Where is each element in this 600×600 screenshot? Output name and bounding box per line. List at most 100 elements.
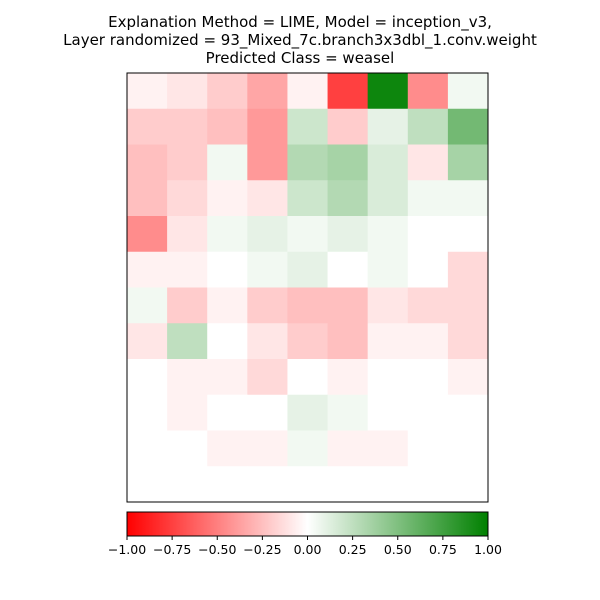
heatmap-cell (447, 73, 489, 110)
heatmap-cell (127, 323, 168, 360)
heatmap-cell (127, 144, 168, 181)
heatmap-cell (407, 287, 449, 324)
heatmap-cell (247, 73, 288, 110)
heatmap-cell (207, 394, 248, 431)
heatmap-cell (407, 216, 449, 253)
heatmap-cell (407, 466, 449, 503)
chart-title-line-1: Explanation Method = LIME, Model = incep… (108, 13, 492, 31)
heatmap-cell (407, 359, 449, 396)
heatmap-cell (367, 144, 409, 181)
colorbar-tick-label: 0.75 (429, 542, 457, 557)
heatmap-cell (287, 216, 329, 253)
heatmap-cell (447, 180, 489, 217)
heatmap-cell (127, 73, 168, 110)
heatmap-cell (447, 466, 489, 503)
heatmap-cell (287, 108, 329, 145)
heatmap-cell (167, 394, 208, 431)
heatmap-cell (447, 216, 489, 253)
heatmap-cell (407, 394, 449, 431)
heatmap-cell (367, 108, 409, 145)
heatmap-cell (327, 216, 369, 253)
heatmap-cell (287, 394, 329, 431)
heatmap-cell (407, 108, 449, 145)
heatmap-cell (407, 180, 449, 217)
heatmap-cell (207, 466, 248, 503)
heatmap-cell (327, 251, 369, 288)
heatmap-cell (247, 430, 288, 467)
heatmap-cell (247, 251, 288, 288)
heatmap-cell (247, 216, 288, 253)
heatmap-cell (247, 287, 288, 324)
heatmap-cell (447, 323, 489, 360)
colorbar-tick-label: −0.50 (198, 542, 236, 557)
heatmap-cell (327, 466, 369, 503)
heatmap-cell (447, 394, 489, 431)
heatmap-cell (287, 287, 329, 324)
heatmap-cell (327, 180, 369, 217)
heatmap-cell (207, 216, 248, 253)
heatmap-cell (367, 287, 409, 324)
heatmap-cell (367, 394, 409, 431)
heatmap-cell (367, 180, 409, 217)
heatmap-cell (447, 287, 489, 324)
heatmap-cell (127, 287, 168, 324)
chart-title-line-2: Layer randomized = 93_Mixed_7c.branch3x3… (63, 31, 537, 49)
heatmap-cell (127, 216, 168, 253)
heatmap-cell (367, 323, 409, 360)
heatmap-cell (127, 394, 168, 431)
heatmap-cell (287, 430, 329, 467)
heatmap-cell (447, 359, 489, 396)
colorbar-tick-label: 0.00 (294, 542, 322, 557)
heatmap-cell (407, 251, 449, 288)
heatmap-cell (127, 359, 168, 396)
heatmap-cell (247, 180, 288, 217)
heatmap-cell (407, 323, 449, 360)
heatmap-cell (407, 430, 449, 467)
heatmap-cell (207, 251, 248, 288)
heatmap-cell (447, 251, 489, 288)
heatmap-cell (207, 359, 248, 396)
heatmap-cell (247, 394, 288, 431)
heatmap-cell (207, 180, 248, 217)
heatmap-cell (367, 466, 409, 503)
heatmap-cell (167, 144, 208, 181)
heatmap-cell (447, 430, 489, 467)
heatmap-cell (207, 323, 248, 360)
heatmap-cell (167, 216, 208, 253)
heatmap-cell (327, 108, 369, 145)
heatmap-cell (127, 108, 168, 145)
heatmap-cell (287, 73, 329, 110)
heatmap-cell (167, 323, 208, 360)
colorbar-tick-label: 0.50 (384, 542, 412, 557)
heatmap-cell (327, 394, 369, 431)
colorbar-tick-label: −0.25 (243, 542, 281, 557)
heatmap-cell (167, 108, 208, 145)
heatmap-cell (287, 466, 329, 503)
heatmap-cell (127, 466, 168, 503)
heatmap-cell (327, 430, 369, 467)
heatmap-cell (367, 216, 409, 253)
heatmap-cell (367, 73, 409, 110)
heatmap-cell (407, 73, 449, 110)
heatmap-cell (367, 359, 409, 396)
heatmap-cell (447, 108, 489, 145)
heatmap-cell (167, 180, 208, 217)
colorbar-ticks: −1.00 −0.75 −0.50 −0.25 0.00 0.25 0.50 0.75 1.00 (108, 536, 502, 557)
heatmap-cell (327, 144, 369, 181)
heatmap-cell (127, 251, 168, 288)
heatmap-cell (207, 287, 248, 324)
heatmap-cell (247, 466, 288, 503)
heatmap-cell (207, 73, 248, 110)
heatmap-cell (367, 430, 409, 467)
heatmap-cell (127, 180, 168, 217)
heatmap-cell (167, 251, 208, 288)
heatmap-cell (247, 108, 288, 145)
heatmap-cell (327, 287, 369, 324)
colorbar-tick-label: −0.75 (153, 542, 191, 557)
heatmap-cell (247, 359, 288, 396)
chart-title-line-3: Predicted Class = weasel (205, 49, 395, 67)
heatmap-cell (287, 251, 329, 288)
heatmap-cell (407, 144, 449, 181)
heatmap-cell (167, 430, 208, 467)
colorbar (126, 511, 489, 537)
